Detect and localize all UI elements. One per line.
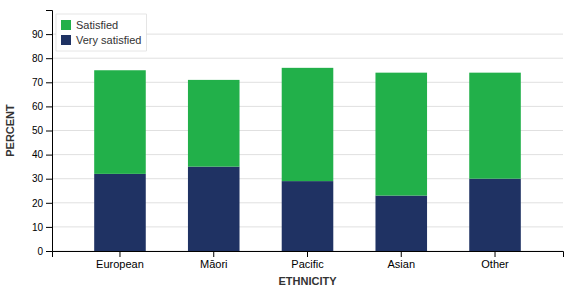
x-tick: Pacific (291, 251, 324, 270)
y-tick: 50 (32, 125, 52, 136)
y-tick: 70 (32, 77, 52, 88)
y-axis: 0 10 20 30 40 50 60 70 80 90 (32, 11, 53, 257)
legend-frame (56, 14, 146, 51)
bar (282, 68, 334, 181)
y-tick-mark (46, 34, 52, 35)
y-tick-label: 40 (32, 149, 44, 160)
legend-item: Satisfied (61, 19, 118, 31)
x-tick: Other (481, 251, 509, 270)
legend-swatch (61, 35, 71, 45)
bar (94, 70, 146, 174)
plot: European Māori Pacific Asian Other 0 10 20 30 40 5… (32, 11, 564, 270)
y-tick: 20 (32, 198, 52, 209)
series (94, 68, 521, 196)
x-tick-label: Māori (200, 258, 228, 270)
bar (188, 80, 240, 167)
bars (94, 68, 521, 251)
y-tick-mark (46, 58, 52, 59)
legend-swatch (61, 20, 71, 30)
y-tick-mark (46, 227, 52, 228)
y-tick-mark (46, 179, 52, 180)
y-tick-mark (46, 106, 52, 107)
legend-label: Very satisfied (76, 34, 141, 46)
x-tick-mark (495, 251, 496, 257)
y-tick: 60 (32, 101, 52, 112)
bar (375, 196, 427, 251)
x-tick-mark (401, 251, 402, 257)
x-tick: European (96, 251, 144, 270)
x-tick-label: European (96, 258, 144, 270)
y-tick: 40 (32, 149, 52, 160)
y-tick: 90 (32, 29, 52, 40)
grid-line (52, 58, 563, 59)
y-tick-label: 20 (32, 198, 44, 209)
y-tick-label: 80 (32, 53, 44, 64)
x-tick-mark (307, 251, 308, 257)
y-axis-line (46, 11, 53, 252)
x-axis-title: ETHNICITY (278, 275, 337, 287)
x-axis-line (53, 252, 564, 258)
x-tick-mark (119, 251, 120, 257)
x-tick: Māori (200, 251, 228, 270)
bar (282, 181, 334, 251)
y-tick: 0 (37, 246, 52, 257)
y-tick-label: 0 (37, 246, 43, 257)
x-tick-label: Asian (387, 258, 415, 270)
y-tick-mark (46, 203, 52, 204)
x-tick-mark (213, 251, 214, 257)
y-tick-mark (46, 82, 52, 83)
x-tick: Asian (387, 251, 415, 270)
legend-label: Satisfied (76, 19, 118, 31)
chart: European Māori Pacific Asian Other 0 10 20 30 40 5… (0, 0, 577, 293)
bar (94, 174, 146, 251)
grid (52, 34, 563, 251)
y-tick: 10 (32, 222, 52, 233)
y-axis-title: PERCENT (4, 104, 16, 157)
x-tick-label: Pacific (291, 258, 324, 270)
y-tick-label: 10 (32, 222, 44, 233)
x-tick-label: Other (481, 258, 509, 270)
y-tick-label: 50 (32, 125, 44, 136)
legend-item: Very satisfied (61, 34, 141, 46)
y-tick-mark (46, 251, 52, 252)
y-tick: 30 (32, 173, 52, 184)
bar (469, 179, 521, 251)
y-tick-mark (46, 131, 52, 132)
x-axis: European Māori Pacific Asian Other (53, 251, 564, 270)
bar (469, 73, 521, 179)
y-tick-label: 30 (32, 173, 44, 184)
y-tick: 80 (32, 53, 52, 64)
bar (188, 167, 240, 251)
bar (375, 73, 427, 196)
y-tick-mark (46, 155, 52, 156)
legend: Satisfied Very satisfied (56, 14, 146, 51)
y-tick-label: 70 (32, 77, 44, 88)
y-tick-label: 90 (32, 29, 44, 40)
y-tick-label: 60 (32, 101, 44, 112)
